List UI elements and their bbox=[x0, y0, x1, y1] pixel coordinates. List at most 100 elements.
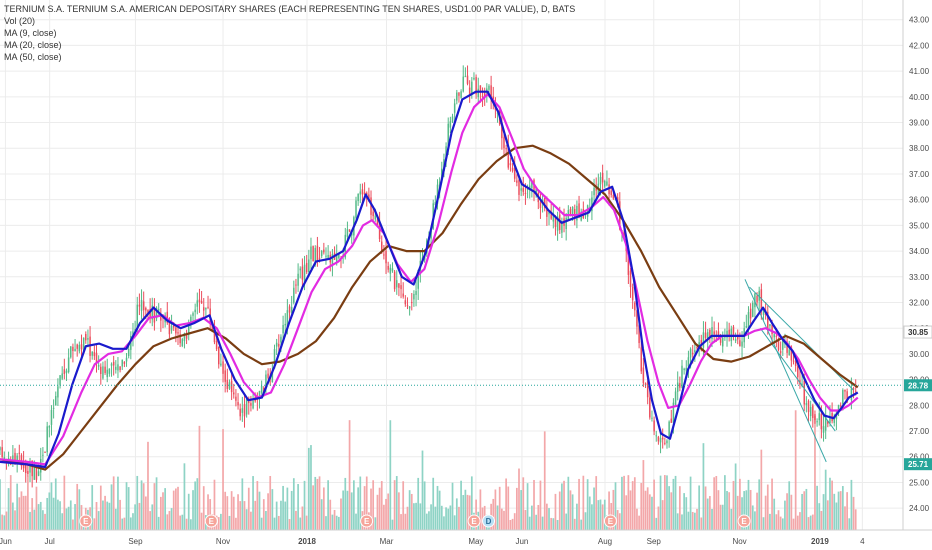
volume-bar bbox=[550, 517, 553, 530]
volume-bar bbox=[503, 510, 505, 530]
candle-body bbox=[850, 388, 853, 400]
candle-body bbox=[726, 330, 728, 338]
volume-bar bbox=[331, 514, 334, 530]
candle-body bbox=[175, 327, 177, 334]
legend-ma9[interactable]: MA (9, close) bbox=[4, 28, 57, 38]
volume-bar bbox=[74, 504, 76, 530]
volume-bar bbox=[241, 478, 244, 530]
candle-body bbox=[786, 341, 788, 353]
volume-bar bbox=[784, 500, 786, 530]
candle-body bbox=[511, 167, 514, 171]
volume-bar bbox=[183, 463, 186, 530]
legend-ma20[interactable]: MA (20, close) bbox=[4, 40, 62, 50]
volume-bar bbox=[648, 494, 651, 530]
candle-body bbox=[338, 253, 340, 259]
volume-bar bbox=[335, 515, 338, 530]
volume-bar bbox=[288, 519, 291, 530]
candle-body bbox=[460, 91, 462, 98]
volume-bar bbox=[106, 501, 109, 530]
volume-bar bbox=[29, 511, 31, 530]
volume-bar bbox=[425, 513, 428, 530]
x-tick-label: 4 bbox=[860, 537, 865, 546]
candle-body bbox=[610, 190, 612, 195]
volume-bar bbox=[625, 495, 628, 530]
candle-body bbox=[207, 306, 209, 308]
volume-bar bbox=[696, 508, 698, 530]
volume-bar bbox=[561, 483, 563, 530]
volume-bar bbox=[567, 476, 570, 530]
volume-bar bbox=[526, 483, 529, 530]
candle-body bbox=[458, 92, 460, 96]
marker-label: E bbox=[209, 517, 215, 526]
volume-bar bbox=[172, 490, 175, 530]
candle-body bbox=[676, 382, 679, 392]
volume-bar bbox=[421, 450, 424, 530]
volume-bar bbox=[415, 502, 417, 530]
volume-bar bbox=[385, 498, 387, 530]
volume-bar bbox=[498, 486, 501, 530]
candle-body bbox=[245, 398, 248, 415]
volume-bar bbox=[129, 517, 132, 530]
volume-bar bbox=[310, 445, 312, 530]
candle-body bbox=[183, 333, 186, 342]
candle-body bbox=[803, 380, 805, 405]
volume-bar bbox=[350, 492, 353, 530]
candle-body bbox=[97, 364, 100, 367]
candle-body bbox=[74, 348, 76, 352]
candle-body bbox=[29, 464, 31, 473]
volume-bar bbox=[102, 500, 104, 530]
candle-body bbox=[284, 323, 286, 326]
candle-body bbox=[586, 205, 589, 217]
volume-bar bbox=[217, 517, 220, 530]
volume-bar bbox=[618, 513, 621, 530]
volume-bar bbox=[824, 469, 827, 530]
legend-title[interactable]: TERNIUM S.A. TERNIUM S.A. AMERICAN DEPOS… bbox=[4, 4, 576, 14]
volume-bar bbox=[846, 492, 848, 530]
candle-body bbox=[241, 408, 244, 413]
candle-body bbox=[456, 92, 458, 101]
legend-volume[interactable]: Vol (20) bbox=[4, 16, 36, 26]
candle-body bbox=[762, 309, 765, 315]
volume-bar bbox=[365, 476, 368, 530]
candle-body bbox=[1, 447, 3, 458]
candle-body bbox=[48, 426, 51, 428]
volume-bar bbox=[408, 490, 411, 530]
candle-body bbox=[814, 414, 816, 421]
volume-bar bbox=[398, 492, 400, 530]
volume-bar bbox=[136, 475, 139, 530]
candle-body bbox=[758, 290, 760, 301]
candle-body bbox=[554, 217, 557, 228]
volume-bar bbox=[7, 488, 10, 530]
volume-bar bbox=[24, 495, 27, 530]
volume-bar bbox=[18, 497, 21, 530]
legend-ma50[interactable]: MA (50, close) bbox=[4, 52, 62, 62]
candle-body bbox=[372, 211, 374, 217]
candle-body bbox=[27, 470, 29, 474]
x-tick-label: Sep bbox=[647, 537, 662, 546]
volume-bar bbox=[423, 481, 426, 530]
candle-body bbox=[415, 291, 417, 295]
candle-body bbox=[576, 205, 578, 221]
candle-body bbox=[685, 367, 688, 371]
volume-bar bbox=[157, 516, 160, 530]
candle-body bbox=[447, 123, 449, 147]
candle-body bbox=[398, 283, 400, 288]
volume-bar bbox=[781, 518, 784, 530]
candle-body bbox=[192, 313, 194, 316]
candle-body bbox=[130, 336, 132, 350]
volume-bar bbox=[653, 479, 655, 530]
volume-bar bbox=[12, 502, 14, 530]
candle-body bbox=[14, 452, 16, 461]
candle-body bbox=[190, 316, 192, 324]
volume-bar bbox=[608, 491, 610, 530]
candle-body bbox=[85, 333, 87, 341]
volume-bar bbox=[826, 500, 829, 530]
candle-body bbox=[471, 81, 473, 95]
candle-body bbox=[737, 335, 739, 340]
candle-body bbox=[215, 341, 218, 350]
candle-body bbox=[271, 371, 274, 382]
candle-body bbox=[661, 437, 664, 440]
candle-body bbox=[513, 167, 516, 179]
volume-bar bbox=[854, 509, 857, 530]
